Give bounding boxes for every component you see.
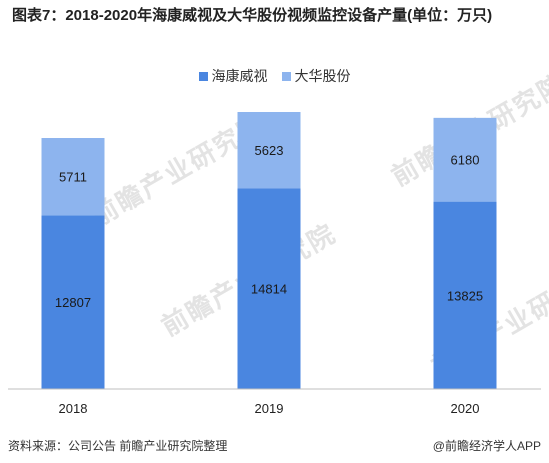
- x-tick-label-2020: 2020: [451, 401, 480, 416]
- bar-dahua-2020: [433, 117, 497, 202]
- legend-label-hikvision: 海康威视: [211, 68, 268, 84]
- data-label-dahua-2018: 5711: [59, 170, 87, 185]
- data-label-dahua-2020: 6180: [451, 153, 480, 168]
- bar-hikvision-2019: [237, 188, 301, 389]
- chart-title: 图表7：2018-2020年海康威视及大华股份视频监控设备产量(单位：万只): [12, 7, 493, 24]
- bar-hikvision-2018: [41, 215, 105, 389]
- legend-item-dahua: 大华股份: [281, 66, 351, 86]
- data-label-hikvision-2018: 12807: [55, 295, 91, 310]
- x-tick-label-2019: 2019: [255, 401, 284, 416]
- legend: 海康威视 大华股份: [0, 66, 549, 86]
- data-label-hikvision-2020: 13825: [447, 288, 483, 303]
- legend-label-dahua: 大华股份: [294, 68, 351, 84]
- chart-plot: 12807 5711 2018 14814 5623 2019 13825 6180 2020: [8, 112, 541, 416]
- data-label-hikvision-2019: 14814: [251, 282, 287, 297]
- x-tick-label-2018: 2018: [59, 401, 88, 416]
- brand-label: @前瞻经济学人APP: [432, 439, 541, 453]
- bar-dahua-2018: [41, 138, 105, 216]
- bar-hikvision-2020: [433, 201, 497, 389]
- legend-swatch-hikvision: [198, 71, 208, 81]
- bar-dahua-2019: [237, 112, 301, 189]
- legend-swatch-dahua: [281, 71, 291, 81]
- data-label-dahua-2019: 5623: [255, 143, 284, 158]
- source-note: 资料来源：公司公告 前瞻产业研究院整理: [8, 439, 228, 453]
- legend-item-hikvision: 海康威视: [198, 66, 268, 86]
